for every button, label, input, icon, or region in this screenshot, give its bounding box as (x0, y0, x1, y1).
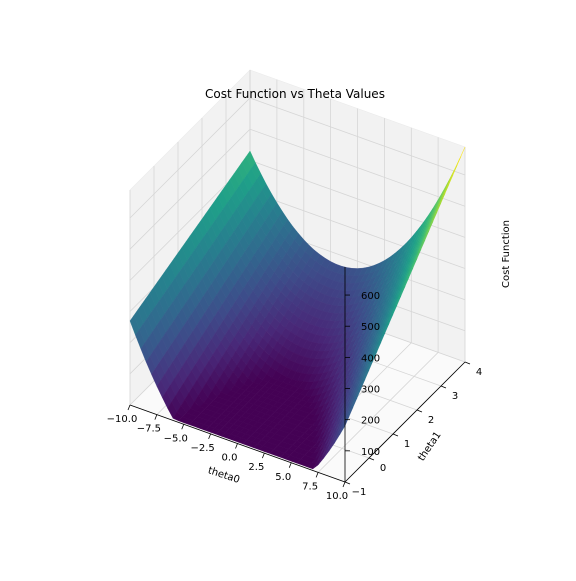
chart-title: Cost Function vs Theta Values (205, 87, 385, 101)
z-tick-label: 400 (361, 353, 380, 364)
grid-line-z (129, 97, 466, 219)
x-tick-label: 7.5 (302, 481, 318, 492)
z-tick-label: 500 (361, 322, 380, 333)
x-axis-label: theta0 (206, 465, 241, 486)
x-tick (342, 481, 346, 488)
x-tick (127, 404, 131, 411)
z-tick-label: 200 (361, 416, 380, 427)
z-tick-label: 100 (361, 447, 380, 458)
x-tick (208, 433, 211, 440)
x-tick (235, 443, 238, 449)
y-tick-label: 3 (452, 391, 458, 402)
x-tick-label: −7.5 (137, 424, 161, 435)
y-tick-label: 2 (428, 415, 434, 426)
y-axis-line (344, 361, 466, 483)
z-tick-label: 600 (361, 291, 380, 302)
x-tick-label: −5.0 (164, 433, 188, 444)
x-tick-label: −2.5 (190, 443, 214, 454)
y-tick (368, 457, 375, 461)
z-axis-label: Cost Function (501, 220, 512, 288)
cost-surface (129, 146, 466, 470)
x-tick-label: 5.0 (275, 472, 291, 483)
x-tick (181, 424, 185, 430)
y-tick (392, 433, 399, 437)
y-tick (464, 361, 471, 365)
x-tick (288, 462, 292, 468)
x-tick (154, 414, 158, 420)
y-tick (416, 409, 423, 413)
y-tick (440, 385, 447, 389)
x-tick-label: −10.0 (107, 414, 138, 425)
x-tick-label: 10.0 (326, 491, 348, 502)
z-tick-label: 300 (361, 385, 380, 396)
y-axis-label: theta1 (416, 430, 443, 463)
y-tick-label: 4 (476, 367, 482, 378)
y-tick-label: −1 (352, 487, 367, 498)
y-tick-label: 1 (404, 439, 410, 450)
x-tick-label: 2.5 (248, 462, 264, 473)
axes: −10.0−7.5−5.0−2.5 0.0 2.5 5.0 7.5 10.0 −1 0 1 2 3 4… (107, 267, 482, 502)
x-tick-label: 0.0 (222, 453, 238, 464)
surface-patch (339, 416, 350, 436)
grid-line-z (129, 128, 466, 250)
y-tick (344, 481, 351, 485)
x-tick (315, 472, 319, 478)
y-tick-label: 0 (380, 463, 386, 474)
x-tick (262, 452, 265, 459)
